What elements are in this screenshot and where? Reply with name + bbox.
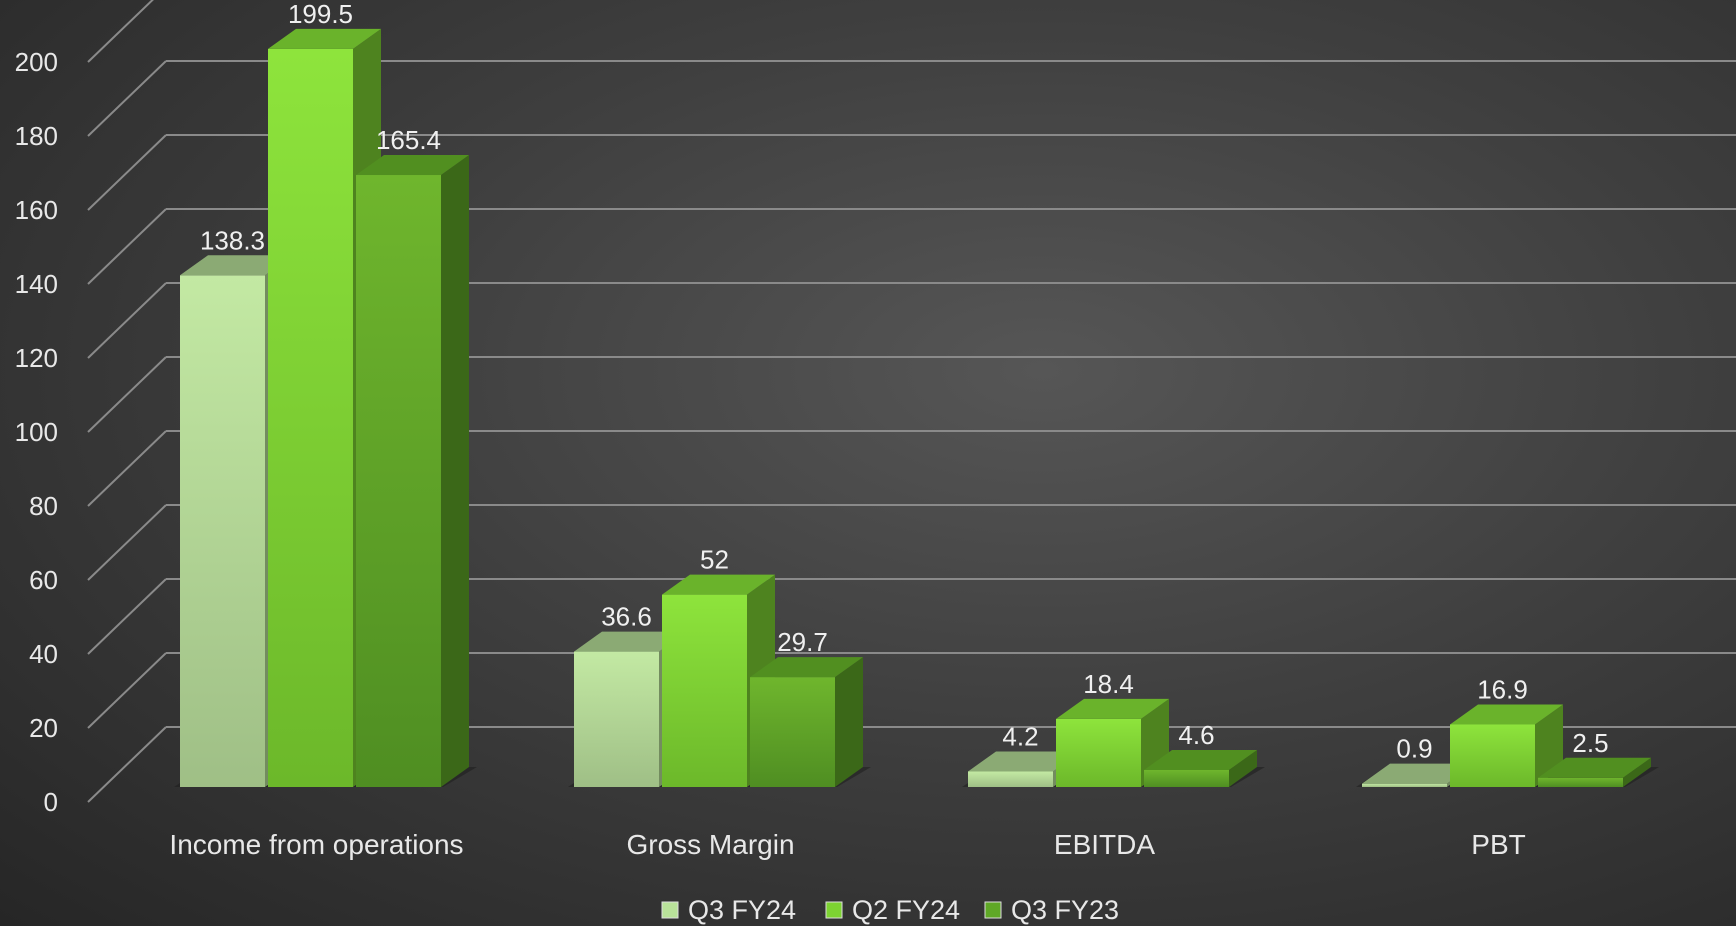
- gridline-diagonal: [87, 652, 167, 729]
- y-tick-label: 160: [15, 195, 58, 225]
- data-label: 199.5: [288, 0, 353, 29]
- bar-top: [1362, 763, 1475, 784]
- gridline-diagonal: [87, 726, 167, 803]
- legend-label: Q3 FY23: [1011, 895, 1119, 925]
- y-tick-label: 200: [15, 47, 58, 77]
- gridline-diagonal: [87, 504, 167, 581]
- bar: [1450, 724, 1535, 787]
- bar: [356, 175, 441, 787]
- gridline-diagonal: [87, 0, 154, 63]
- bar-top: [268, 28, 381, 49]
- bar: [574, 651, 659, 787]
- bar-top: [1144, 749, 1257, 770]
- gridline-diagonal: [87, 60, 167, 137]
- x-category-label: EBITDA: [1054, 829, 1155, 860]
- gridline-diagonal: [87, 356, 167, 433]
- bars: [174, 28, 1659, 788]
- data-label: 138.3: [200, 225, 265, 255]
- legend-swatch: [661, 901, 679, 919]
- x-category-label: Income from operations: [169, 829, 463, 860]
- data-label: 16.9: [1477, 674, 1528, 704]
- bar: [1144, 769, 1229, 787]
- x-category-label: Gross Margin: [626, 829, 794, 860]
- data-label: 36.6: [601, 602, 652, 632]
- data-label: 165.4: [376, 125, 441, 155]
- bar: [180, 275, 265, 787]
- y-tick-label: 80: [29, 491, 58, 521]
- bar: [1056, 718, 1141, 787]
- data-label: 52: [700, 545, 729, 575]
- gridline-diagonal: [87, 208, 167, 285]
- data-label: 0.9: [1396, 734, 1432, 764]
- bar-side: [1623, 757, 1651, 787]
- data-label: 4.2: [1002, 721, 1038, 751]
- y-tick-label: 100: [15, 417, 58, 447]
- bar-top: [1056, 698, 1169, 719]
- data-label: 29.7: [777, 627, 828, 657]
- y-tick-label: 120: [15, 343, 58, 373]
- bar: [968, 771, 1053, 787]
- y-tick-label: 60: [29, 565, 58, 595]
- gridline-diagonal: [87, 134, 167, 211]
- bar-top: [180, 255, 293, 276]
- bar-side: [441, 155, 469, 787]
- bar: [750, 677, 835, 787]
- gridline-diagonal: [87, 430, 167, 507]
- bar-top: [662, 574, 775, 595]
- y-axis-ticks: 0 20 40 60 80 100 120 140 160 180 200: [15, 47, 58, 817]
- bar-side: [1229, 749, 1257, 787]
- data-labels: 138.3 199.5 165.4 36.6 52 29.7 4.2 18.4 4.6 0.9 16…: [200, 0, 1609, 764]
- y-tick-label: 0: [44, 787, 58, 817]
- legend-label: Q2 FY24: [852, 895, 960, 925]
- y-tick-label: 20: [29, 713, 58, 743]
- data-label: 2.5: [1572, 728, 1608, 758]
- bar-top: [356, 155, 469, 176]
- data-label: 4.6: [1178, 720, 1214, 750]
- gridline-diagonal: [87, 282, 167, 359]
- y-tick-label: 40: [29, 639, 58, 669]
- bar: [662, 594, 747, 787]
- bar-top: [574, 631, 687, 652]
- bar-top: [750, 657, 863, 678]
- gridline-diagonal: [87, 578, 167, 655]
- x-axis-categories: Income from operations Gross Margin EBITDA…: [169, 829, 1525, 860]
- x-category-label: PBT: [1471, 829, 1525, 860]
- legend: Q3 FY24 Q2 FY24 Q3 FY23: [661, 895, 1119, 925]
- y-tick-label: 180: [15, 121, 58, 151]
- y-tick-label: 140: [15, 269, 58, 299]
- bar: [268, 48, 353, 788]
- bar-top: [968, 751, 1081, 772]
- bar: [1538, 777, 1623, 787]
- legend-label: Q3 FY24: [688, 895, 796, 925]
- bar-top: [1450, 704, 1563, 725]
- bar-side: [835, 657, 863, 787]
- legend-swatch: [984, 901, 1002, 919]
- legend-swatch: [825, 901, 843, 919]
- data-label: 18.4: [1083, 669, 1134, 699]
- bar-top: [1538, 757, 1651, 778]
- bar: [1362, 783, 1447, 787]
